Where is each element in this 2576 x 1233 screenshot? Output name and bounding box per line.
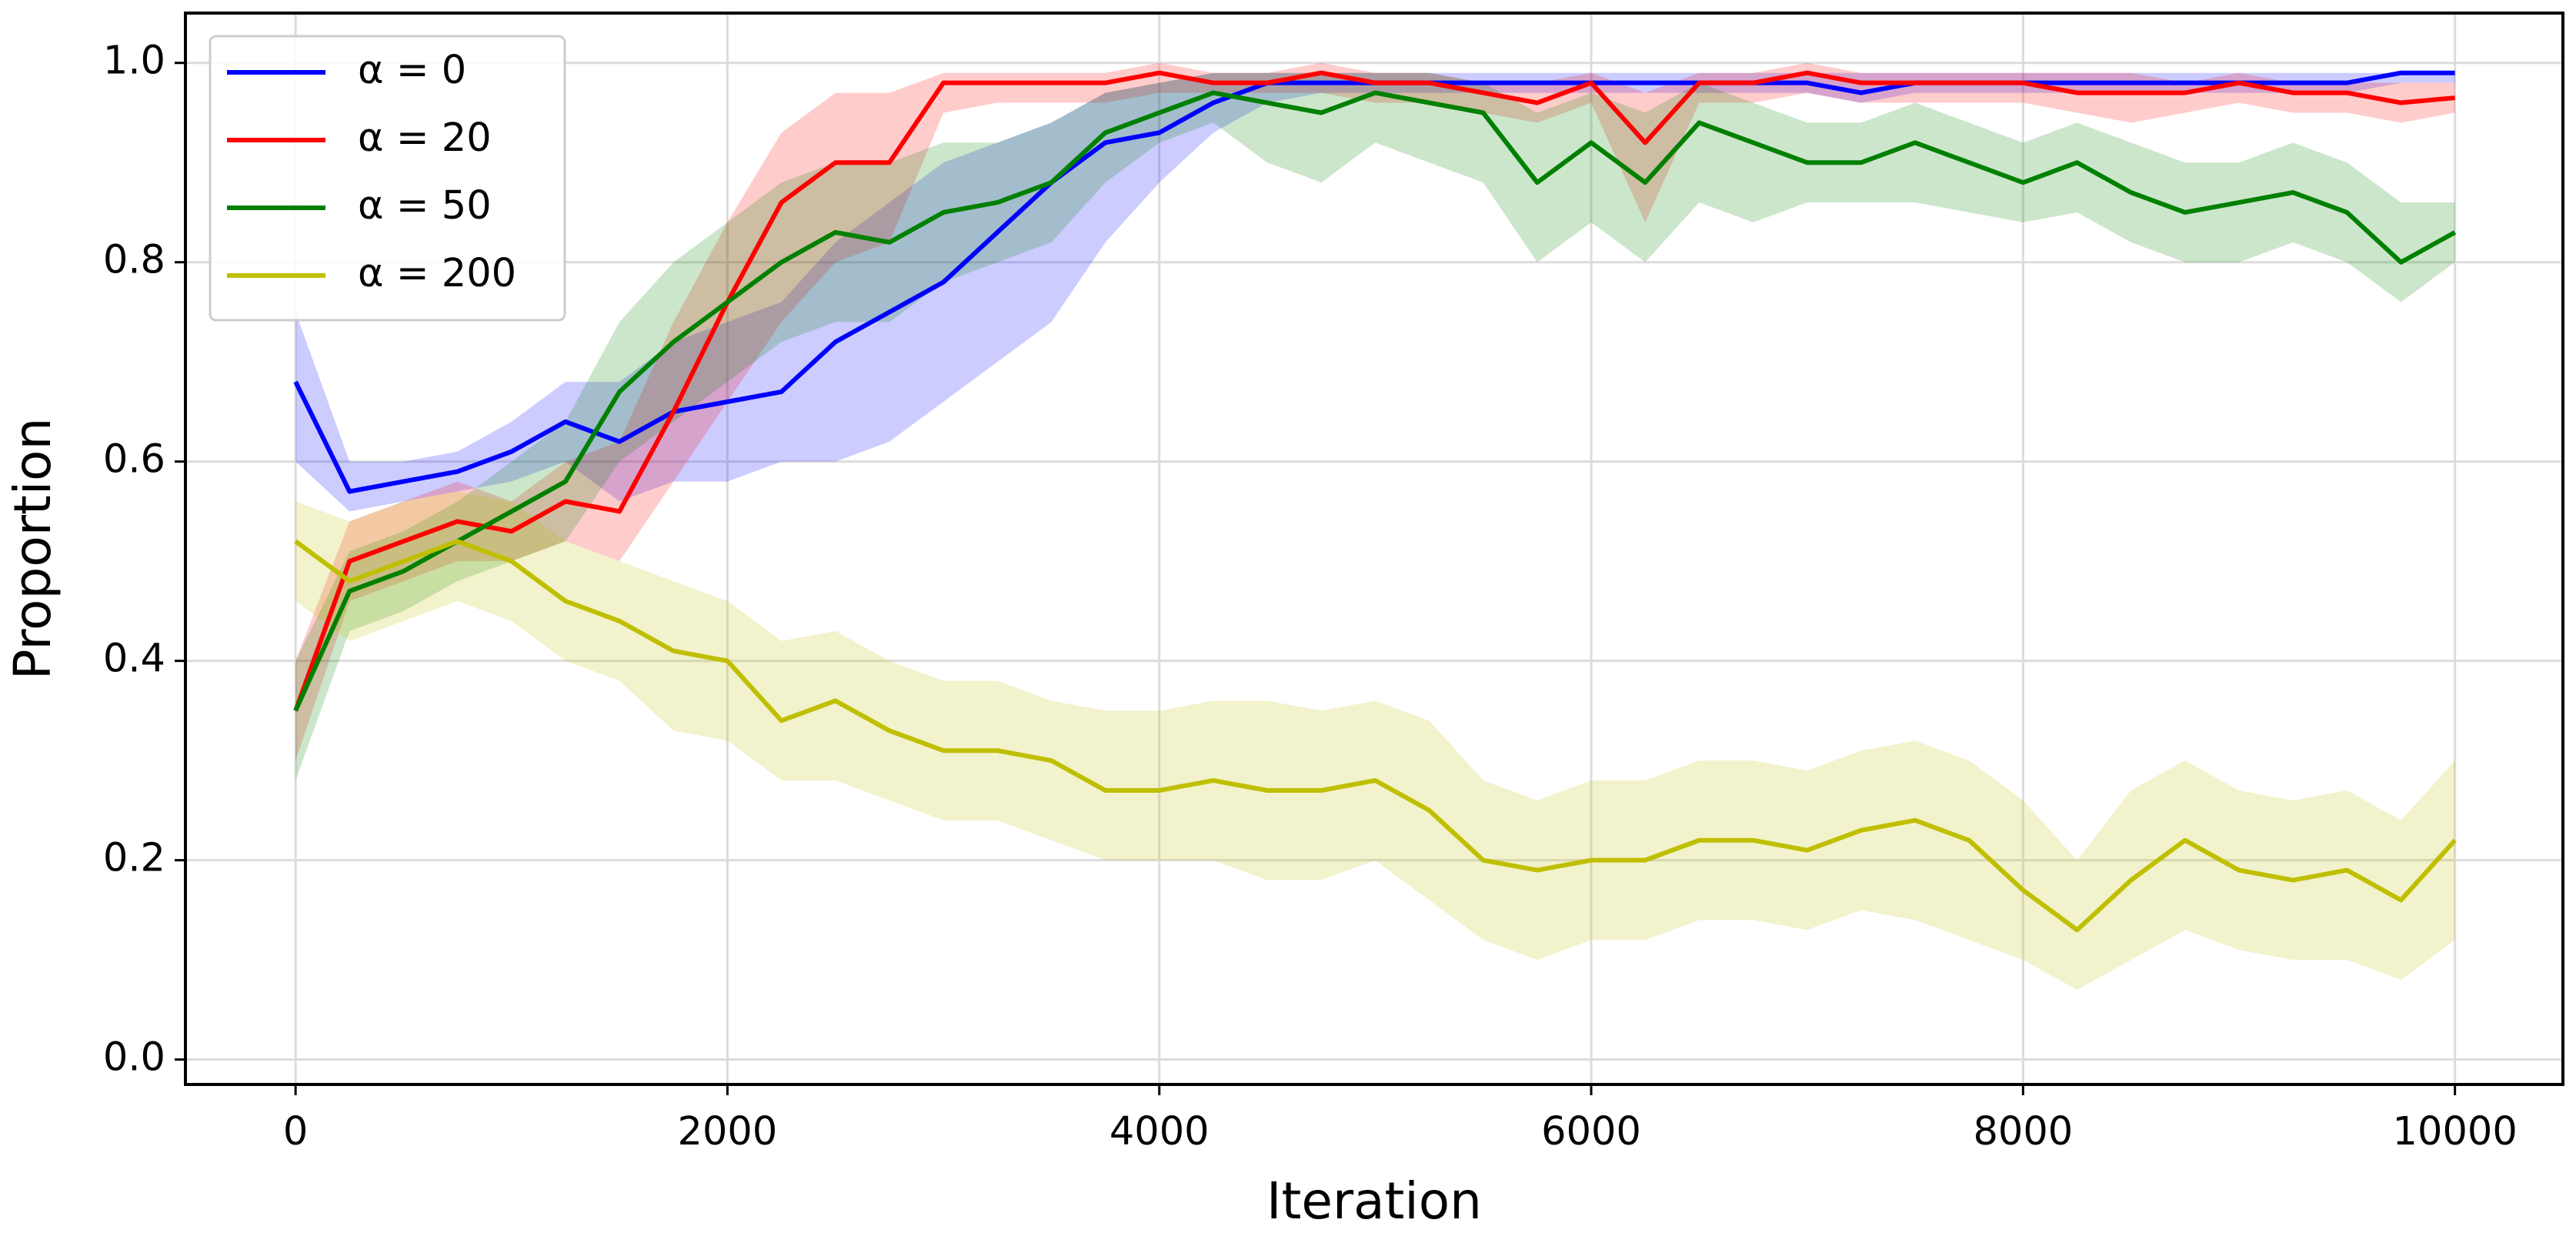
x-tick-label: 8000: [1973, 1109, 2073, 1154]
band: [295, 62, 2455, 761]
x-tick-label: 2000: [678, 1109, 778, 1154]
y-axis-label: Proportion: [3, 418, 62, 680]
legend-label: α = 50: [358, 183, 492, 229]
x-axis-label: Iteration: [1266, 1171, 1482, 1231]
band: [295, 491, 2455, 990]
x-tick-label: 0: [283, 1109, 308, 1154]
x-tick-label: 6000: [1541, 1109, 1641, 1154]
legend-label: α = 0: [358, 48, 466, 93]
y-tick-label: 0.8: [103, 238, 165, 283]
y-tick-label: 0.2: [103, 836, 165, 881]
line: [294, 539, 2457, 933]
plot-frame: [184, 12, 2564, 1086]
line: [293, 90, 2457, 712]
y-tick-label: 1.0: [103, 38, 165, 84]
y-tick-label: 0.0: [103, 1035, 165, 1081]
band: [295, 72, 2455, 781]
x-tick-label: 10000: [2393, 1109, 2518, 1154]
legend-label: α = 200: [358, 251, 516, 296]
legend-box: [209, 35, 566, 322]
x-tick-label: 4000: [1109, 1109, 1210, 1154]
y-tick-label: 0.6: [103, 437, 165, 483]
grid: [185, 13, 2563, 1084]
band: [295, 72, 2455, 512]
line: [293, 70, 2455, 712]
legend-label: α = 20: [358, 115, 492, 161]
legend: α = 0 α = 20 α = 50 α = 200: [209, 35, 566, 322]
y-tick-label: 0.4: [103, 637, 165, 682]
